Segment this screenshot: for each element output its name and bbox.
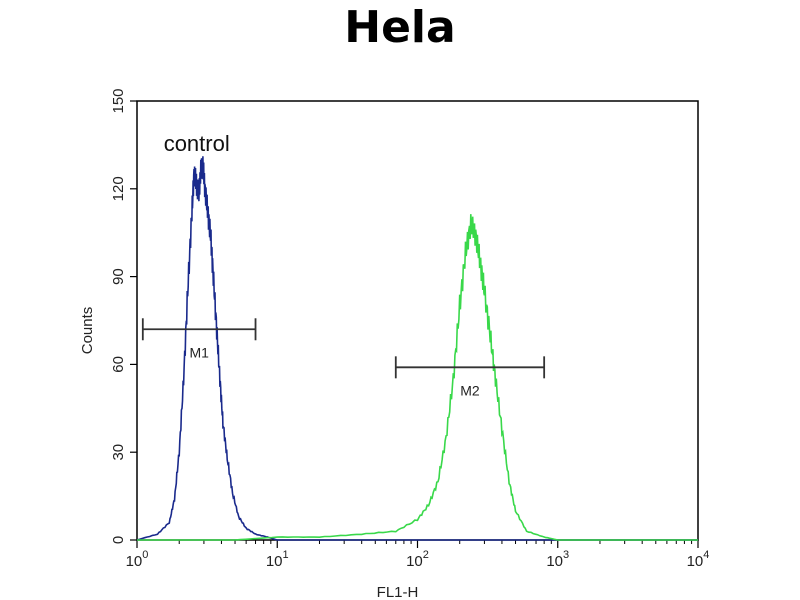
- x-tick-exponent: 2: [423, 549, 429, 561]
- x-tick-base: 10: [687, 553, 704, 570]
- series-line-1: [136, 156, 698, 541]
- x-tick-label: 100: [126, 549, 149, 570]
- y-tick-label: 150: [110, 88, 127, 113]
- y-tick-label: 90: [110, 268, 127, 285]
- x-tick-label: 101: [266, 549, 289, 570]
- x-axis-label: FL1-H: [377, 584, 419, 600]
- y-tick-label: 0: [110, 536, 127, 544]
- series-layer: [136, 156, 698, 541]
- x-tick-exponent: 0: [142, 549, 148, 561]
- x-tick-label: 104: [687, 549, 710, 570]
- gates-layer: M1 M2: [141, 318, 546, 398]
- gate-label: M2: [460, 382, 480, 398]
- y-tick-label: 120: [110, 176, 127, 201]
- y-tick-label: 30: [110, 444, 127, 461]
- x-tick-label: 103: [546, 549, 569, 570]
- gate-label: M1: [189, 344, 209, 360]
- x-tick-base: 10: [126, 553, 143, 570]
- x-tick-base: 10: [266, 553, 283, 570]
- x-tick-exponent: 3: [563, 549, 569, 561]
- y-axis-label: Counts: [79, 307, 96, 355]
- plot-frame: [136, 100, 699, 541]
- y-tick-label: 60: [110, 356, 127, 373]
- x-tick-base: 10: [406, 553, 423, 570]
- x-tick-exponent: 4: [703, 549, 709, 561]
- chart-title: Hela: [344, 2, 456, 53]
- series-line-2: [137, 214, 698, 541]
- plot-area-border: [136, 100, 699, 541]
- x-tick-exponent: 1: [283, 549, 289, 561]
- labels-layer: control FL1-H Counts: [79, 131, 418, 600]
- x-tick-base: 10: [546, 553, 563, 570]
- annotation-control: control: [164, 131, 230, 156]
- x-tick-label: 102: [406, 549, 429, 570]
